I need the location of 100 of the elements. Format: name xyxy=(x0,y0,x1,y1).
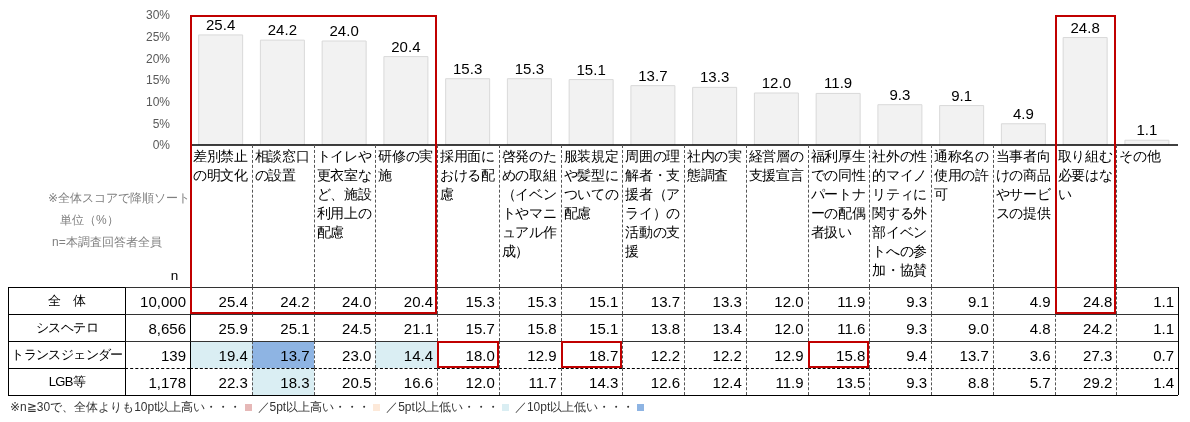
data-label: 13.3 xyxy=(700,68,730,86)
x-tick-label: 研修の実施 xyxy=(378,148,435,185)
data-label: 24.2 xyxy=(1054,314,1117,341)
data-label: 14.3 xyxy=(560,368,623,395)
text: ※全体スコアで降順ソート xyxy=(48,190,191,207)
data-label: 5.7 xyxy=(992,368,1055,395)
data-label: 9.3 xyxy=(869,314,931,341)
data-label: 1,178 xyxy=(125,368,190,395)
data-label: 11.6 xyxy=(807,314,870,341)
data-label: 15.7 xyxy=(437,314,499,341)
data-label: 15.3 xyxy=(453,59,483,77)
data-label: 11.9 xyxy=(824,74,853,92)
x-tick-label: 啓発のための取組（イベントやマニュアル作成） xyxy=(501,148,558,261)
x-tick-label: 社外の性的マイノリティに関する外部イベントへの参加・協賛 xyxy=(872,148,929,280)
data-label: 1.1 xyxy=(1136,121,1158,139)
x-tick-label: トイレや更衣室など、施設利用上の配慮 xyxy=(316,148,373,242)
y-tick-label: シスヘテロ xyxy=(8,314,125,341)
data-label: 25.4 xyxy=(206,15,236,33)
data-label: 11.7 xyxy=(498,368,561,395)
data-label: 16.6 xyxy=(375,368,437,395)
data-label: 15.3 xyxy=(514,59,544,77)
data-label: 13.7 xyxy=(638,66,668,84)
data-label: 15.1 xyxy=(576,60,606,78)
data-label: 12.2 xyxy=(622,341,684,368)
data-label: 24.8 xyxy=(1070,18,1100,36)
data-label: 9.3 xyxy=(889,85,911,103)
data-label: 12.0 xyxy=(745,314,808,341)
y-tick-label: 0% xyxy=(152,138,171,153)
y-tick-label: 10% xyxy=(145,94,171,109)
y-tick-label: 5% xyxy=(152,116,171,131)
data-label: 20.4 xyxy=(375,287,437,314)
y-tick-label: 30% xyxy=(145,8,171,23)
data-label: 139 xyxy=(125,341,190,368)
data-label: 21.1 xyxy=(375,314,437,341)
data-label: 8.8 xyxy=(931,368,993,395)
data-label: 9.4 xyxy=(869,341,931,368)
data-label: 12.9 xyxy=(745,341,808,368)
y-tick-label: 15% xyxy=(145,73,171,88)
data-label: 24.2 xyxy=(251,287,314,314)
data-label: 4.9 xyxy=(992,287,1055,314)
data-label: 25.9 xyxy=(190,314,252,341)
data-label: 15.8 xyxy=(498,314,561,341)
text: n=本調査回答者全員 xyxy=(52,234,162,251)
data-label: 13.5 xyxy=(807,368,870,395)
data-label: 8,656 xyxy=(125,314,190,341)
data-label: 9.0 xyxy=(931,314,993,341)
data-label: 12.0 xyxy=(761,74,791,91)
data-label: 12.0 xyxy=(745,287,808,314)
data-label: 20.5 xyxy=(313,368,376,395)
y-tick-label: LGB等 xyxy=(8,368,125,395)
data-label: 0.7 xyxy=(1116,341,1178,368)
y-tick-label: 25% xyxy=(145,29,171,44)
data-label: 1.4 xyxy=(1116,368,1178,395)
text: 単位（%） xyxy=(60,212,119,229)
data-label: 15.3 xyxy=(437,287,499,314)
data-label: 14.4 xyxy=(375,341,437,368)
data-label: 9.1 xyxy=(931,287,993,314)
data-label: 20.4 xyxy=(391,37,421,55)
data-label: 1.1 xyxy=(1116,287,1178,314)
data-label: 9.3 xyxy=(869,287,931,314)
data-label: 9.1 xyxy=(951,86,973,104)
x-tick-label: 社内の実態調査 xyxy=(687,148,743,185)
x-tick-label: 周囲の理解者・支援者（アライ）の活動の支援 xyxy=(625,148,682,261)
data-label: 1.1 xyxy=(1116,314,1178,341)
data-label: 24.0 xyxy=(329,22,359,39)
x-tick-label: 取り組む必要はない xyxy=(1057,148,1114,204)
x-tick-label: 通称名の使用の許可 xyxy=(934,148,990,204)
data-label: 11.9 xyxy=(807,287,870,314)
data-label: 25.1 xyxy=(251,314,314,341)
data-label: 24.0 xyxy=(313,287,376,314)
y-tick-label: 全 体 xyxy=(8,287,125,314)
y-tick-label: トランスジェンダー xyxy=(8,341,125,368)
data-label: 13.3 xyxy=(684,287,746,314)
x-tick-label: 経営層の支援宣言 xyxy=(748,148,805,185)
data-label: 12.0 xyxy=(437,368,499,395)
data-label: 13.7 xyxy=(931,341,993,368)
x-tick-label: n xyxy=(170,267,178,285)
data-label: 24.5 xyxy=(313,314,376,341)
x-tick-label: 差別禁止の明文化 xyxy=(193,148,249,185)
data-label: 13.7 xyxy=(622,287,684,314)
text: ／10pt以上低い・・・ xyxy=(514,399,635,416)
data-label: 12.4 xyxy=(684,368,746,395)
data-label: 29.2 xyxy=(1054,368,1117,395)
data-label: 15.1 xyxy=(560,287,623,314)
data-label: 15.1 xyxy=(560,314,623,341)
data-label: 9.3 xyxy=(869,368,931,395)
x-tick-label: 相談窓口の設置 xyxy=(254,148,311,185)
data-label: 12.6 xyxy=(622,368,684,395)
data-label: 24.2 xyxy=(267,21,297,39)
text: ／5pt以上高い・・・ xyxy=(257,399,371,416)
x-tick-label: 当事者向けの商品やサービスの提供 xyxy=(995,148,1052,223)
text: ※n≧30で、全体よりも10pt以上高い・・・ xyxy=(10,399,242,416)
x-tick-label: 福利厚生での同性パートナーの配偶者扱い xyxy=(810,148,867,242)
data-label: 13.4 xyxy=(684,314,746,341)
data-label: 24.8 xyxy=(1054,287,1117,314)
data-label: 15.3 xyxy=(498,287,561,314)
data-label: 4.9 xyxy=(1012,104,1034,122)
data-label: 22.3 xyxy=(190,368,252,395)
data-label: 19.4 xyxy=(190,341,252,368)
data-label: 23.0 xyxy=(313,341,376,368)
